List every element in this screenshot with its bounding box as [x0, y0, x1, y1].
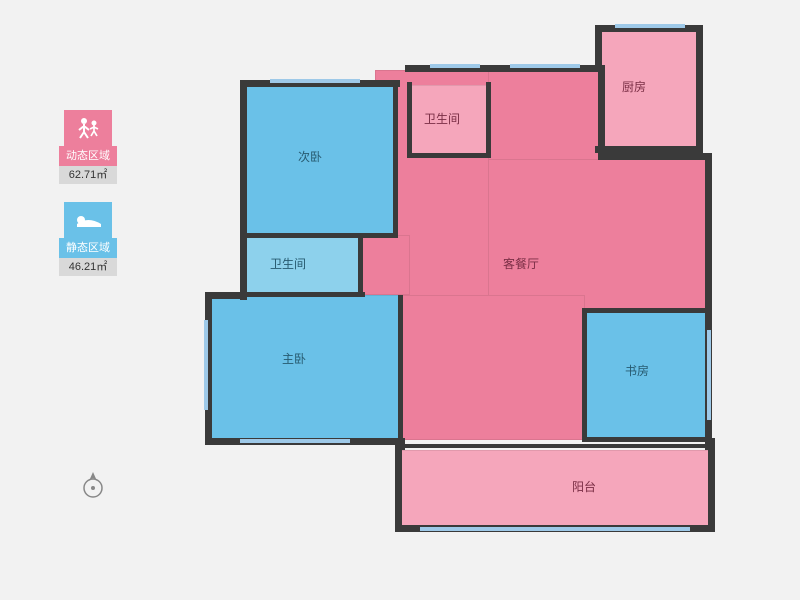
window — [510, 64, 580, 68]
legend-dynamic-value: 62.71㎡ — [59, 166, 117, 184]
room-study — [585, 310, 710, 440]
floorplan: 厨房 卫生间 客餐厅 阳台 次卧 卫生间 主卧 书房 — [210, 30, 730, 560]
wall — [395, 445, 402, 530]
legend-static: 静态区域 46.21㎡ — [58, 202, 118, 276]
wall — [407, 82, 412, 158]
window — [204, 320, 208, 410]
wall — [486, 82, 491, 158]
window — [615, 24, 685, 28]
legend-dynamic-title: 动态区域 — [59, 146, 117, 166]
wall — [582, 308, 710, 313]
room-living-lower — [400, 295, 585, 440]
window — [270, 79, 360, 83]
window — [707, 330, 711, 420]
legend-panel: 动态区域 62.71㎡ 静态区域 46.21㎡ — [58, 110, 118, 294]
room-balcony — [400, 450, 710, 528]
room-kitchen — [600, 30, 698, 148]
wall — [240, 233, 398, 238]
window — [240, 439, 350, 443]
room-bathroom-blue — [245, 235, 360, 295]
window — [430, 64, 480, 68]
legend-static-value: 46.21㎡ — [59, 258, 117, 276]
wall — [595, 25, 602, 70]
room-bathroom-pink — [410, 85, 488, 155]
people-icon — [64, 110, 112, 146]
window — [420, 527, 690, 531]
wall — [598, 65, 605, 153]
compass-icon — [78, 470, 108, 500]
wall — [400, 444, 710, 448]
room-living-ext-top — [488, 70, 600, 160]
wall — [358, 233, 363, 297]
room-living-corridor — [360, 235, 410, 295]
room-secondary-bedroom — [245, 85, 395, 235]
room-master-bedroom — [210, 295, 400, 440]
wall — [708, 445, 715, 530]
wall — [398, 295, 403, 443]
room-living-ext-right — [488, 155, 710, 310]
wall — [407, 153, 491, 158]
legend-dynamic: 动态区域 62.71㎡ — [58, 110, 118, 184]
wall — [595, 146, 703, 153]
sleep-icon — [64, 202, 112, 238]
legend-static-title: 静态区域 — [59, 238, 117, 258]
wall — [240, 292, 365, 297]
wall — [393, 80, 398, 238]
wall — [696, 25, 703, 153]
wall — [582, 308, 587, 442]
wall — [582, 437, 710, 442]
wall — [240, 80, 247, 300]
wall — [598, 153, 710, 160]
